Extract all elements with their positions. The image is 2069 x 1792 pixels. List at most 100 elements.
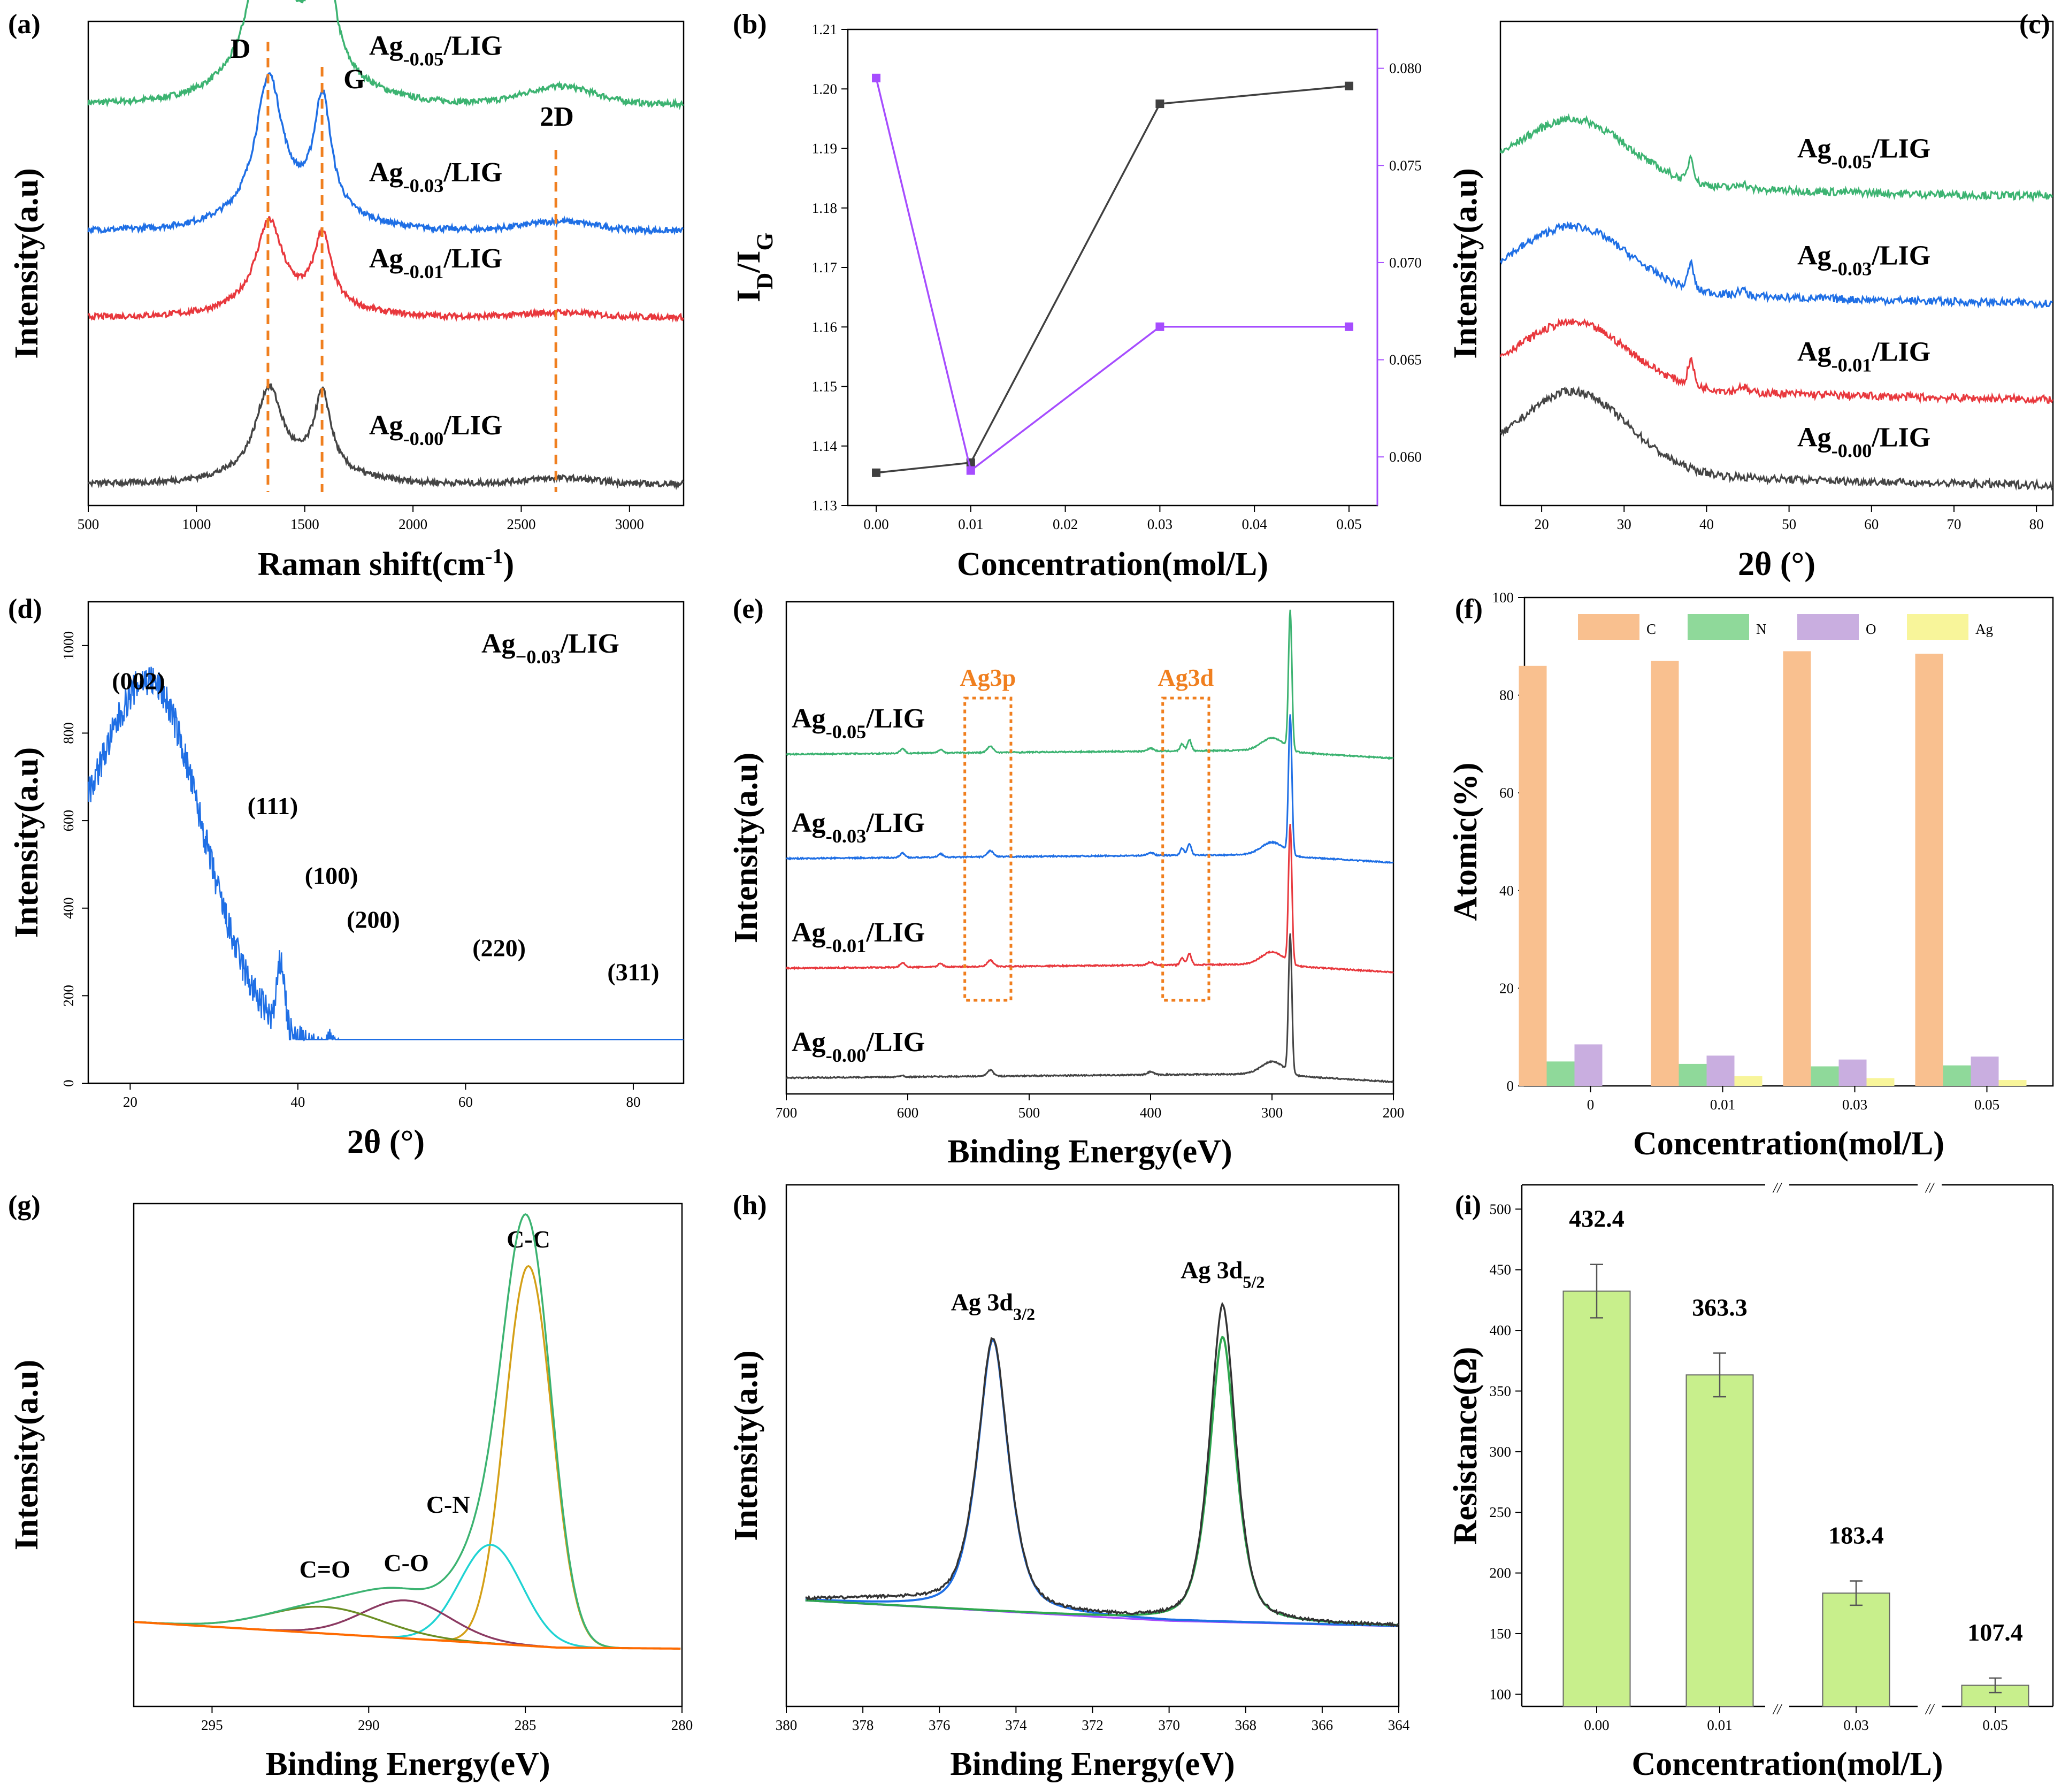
plot-frame xyxy=(785,1184,1400,1707)
panel-label: (d) xyxy=(8,594,42,624)
panel-label: (c) xyxy=(2019,9,2050,40)
x-tick-label: 2000 xyxy=(399,516,427,532)
series-label-part: Ag xyxy=(792,917,826,948)
y-tick-label: 0.060 xyxy=(1389,449,1422,465)
legend-swatch xyxy=(1797,614,1859,640)
series-label-part: Ag xyxy=(792,703,826,734)
x-tick-label: 370 xyxy=(1158,1717,1180,1733)
axis-break-mark: // xyxy=(1925,1701,1935,1717)
x-axis-label-part: -1 xyxy=(485,544,503,568)
x-tick-label: 60 xyxy=(1864,516,1879,532)
peak-label: 2D xyxy=(540,102,574,132)
component-peak-line xyxy=(133,1265,681,1650)
panel-e: 700 600 500 400 300 200 Binding Energy(eV) Inte… xyxy=(728,594,1404,1170)
resistance-bar xyxy=(1562,1290,1631,1707)
axis-break-mark: // xyxy=(1925,1180,1935,1196)
x-tick-label: 80 xyxy=(626,1094,640,1110)
x-tick-label: 3000 xyxy=(615,516,644,532)
x-tick-label: 1000 xyxy=(182,516,211,532)
resistance-bar xyxy=(1685,1374,1754,1707)
xrd-series-line xyxy=(1499,113,2053,203)
y-tick-label: 1.18 xyxy=(812,200,837,216)
y-axis-label-part: I xyxy=(731,289,767,302)
series-label: Ag-0.03/LIG xyxy=(1797,241,1930,280)
y-tick-label: 400 xyxy=(1490,1322,1512,1338)
x-tick-label: 200 xyxy=(1383,1105,1405,1121)
x-tick-label: 700 xyxy=(776,1105,798,1121)
series-label-part: Ag xyxy=(1797,337,1832,367)
x-tick-label: 40 xyxy=(290,1094,305,1110)
x-tick-label: 0.00 xyxy=(1584,1717,1609,1733)
panel-b: 0.00 0.01 0.02 0.03 0.04 0.05 1.13 1.14 1.15 1.16… xyxy=(731,9,1422,583)
component-peak-line xyxy=(805,1335,1398,1626)
raman-series-line xyxy=(88,216,684,323)
component-peak-label: C-O xyxy=(384,1549,428,1576)
series-label-part: /LIG xyxy=(1871,337,1930,367)
panel-g: 295 290 285 280 Binding Energy(eV) Intensity(… xyxy=(8,1190,693,1782)
panel-label: (f) xyxy=(1455,594,1483,624)
component-peak-line xyxy=(805,1338,1398,1627)
x-tick-label: 2500 xyxy=(507,516,535,532)
y-tick-label: 300 xyxy=(1490,1444,1512,1460)
series-label-part: /LIG xyxy=(443,157,502,188)
series-label-part: -0.03 xyxy=(826,825,867,847)
x-tick-label: 290 xyxy=(358,1717,380,1733)
legend-swatch xyxy=(1907,614,1968,640)
panel-label: (a) xyxy=(8,9,41,40)
xrd-series-line xyxy=(1499,386,2053,491)
panel-label: (g) xyxy=(8,1190,41,1221)
x-tick-label: 0.00 xyxy=(863,516,888,532)
series-label: Ag-0.00/LIG xyxy=(792,1027,925,1066)
series-label: Ag-0.05/LIG xyxy=(792,703,925,742)
raman-series-line xyxy=(87,0,684,110)
x-tick-label: 374 xyxy=(1005,1717,1027,1733)
axis-break-mark: // xyxy=(1772,1701,1783,1717)
component-peak-label: Ag 3d5/2 xyxy=(1181,1256,1265,1291)
series-label: Ag-0.01/LIG xyxy=(1797,337,1930,376)
y-axis-label: Intensity(a.u) xyxy=(9,168,45,359)
data-point-marker xyxy=(1155,322,1164,331)
x-tick-label: 0.04 xyxy=(1242,516,1268,532)
y-tick-label: 1.14 xyxy=(812,438,838,454)
y-tick-label: 0 xyxy=(1507,1078,1514,1094)
series-label-part: -0.05 xyxy=(1832,151,1872,173)
atomic-bar-n xyxy=(1546,1061,1575,1086)
atomic-bar-c xyxy=(1651,661,1679,1086)
x-tick-label: 0.03 xyxy=(1842,1097,1867,1113)
x-tick-label: 50 xyxy=(1782,516,1796,532)
x-axis-label-part: Raman shift(cm xyxy=(258,546,485,583)
xrd-series-line xyxy=(1499,317,2053,404)
y-tick-label: 60 xyxy=(1499,785,1514,801)
ag-region-box xyxy=(1161,696,1210,1002)
y-tick-label: 1.20 xyxy=(812,81,837,97)
series-line xyxy=(875,78,1349,472)
component-peak-label-part: Ag 3d xyxy=(1181,1256,1243,1283)
plot-frame xyxy=(1499,20,2054,507)
series-label-part: /LIG xyxy=(1871,241,1930,271)
xps-survey-line xyxy=(785,823,1394,974)
panel-i: // // // // 100 150 200 250 300 350 400 450 500 Conce… xyxy=(1447,1180,2054,1782)
legend-swatch xyxy=(1688,614,1749,640)
series-label-part: /LIG xyxy=(1871,134,1930,164)
x-axis-label: Concentration(mol/L) xyxy=(1633,1125,1944,1162)
x-axis-label: Raman shift(cm-1) xyxy=(258,544,515,583)
series-label: Ag-0.01/LIG xyxy=(792,917,925,956)
xps-survey-line xyxy=(785,714,1394,864)
x-tick-label: 0.05 xyxy=(1336,516,1361,532)
series-label-part: Ag xyxy=(792,808,826,838)
plot-frame xyxy=(847,28,1378,507)
series-label: Ag-0.00/LIG xyxy=(1797,423,1930,462)
peak-annotation: (111) xyxy=(248,792,298,820)
series-label-part: -0.05 xyxy=(826,721,867,742)
series-label-part: /LIG xyxy=(865,917,925,948)
sample-title-part: −0.03 xyxy=(516,646,561,668)
component-peak-label: C-N xyxy=(426,1491,470,1518)
series-label-part: Ag xyxy=(369,243,403,274)
plot-frame xyxy=(133,1203,683,1707)
x-tick-label: 0 xyxy=(1587,1097,1595,1113)
x-tick-label: 380 xyxy=(776,1717,798,1733)
series-label-part: Ag xyxy=(792,1027,826,1058)
y-tick-label: 0.075 xyxy=(1389,157,1422,173)
series-label-part: /LIG xyxy=(1871,423,1930,453)
